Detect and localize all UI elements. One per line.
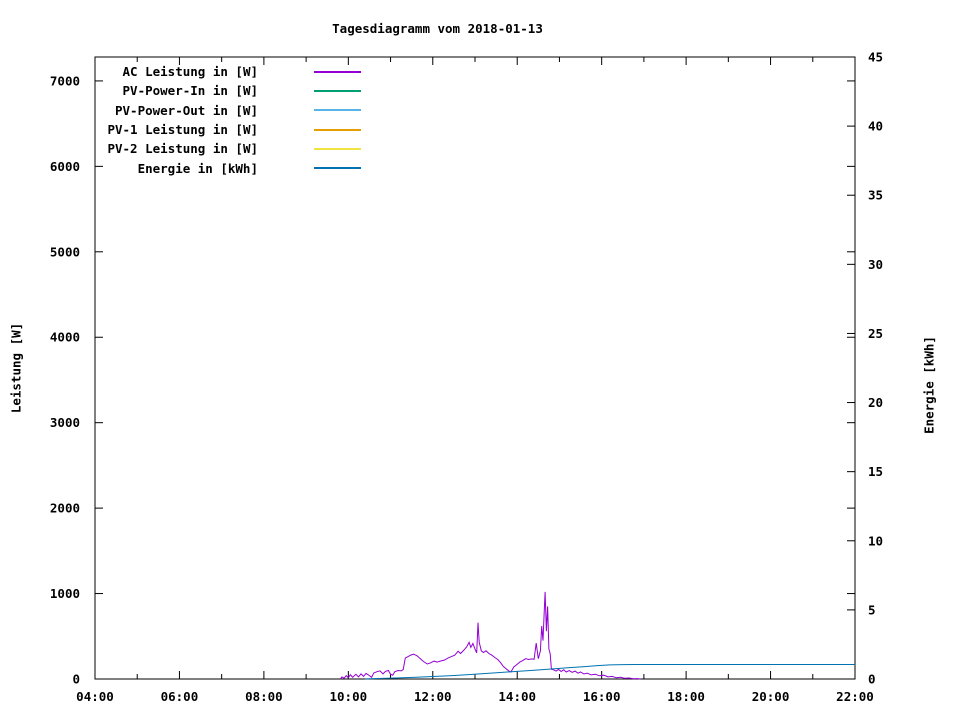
legend-label: PV-Power-Out in [W] (115, 102, 258, 118)
y1-tick-label: 4000 (50, 330, 80, 345)
x-tick-label: 20:00 (752, 689, 790, 704)
chart-title: Tagesdiagramm vom 2018-01-13 (332, 21, 543, 36)
legend-item: AC Leistung in [W] (96, 62, 361, 81)
y2-tick-label: 45 (868, 50, 883, 65)
legend-line-swatch (314, 147, 361, 150)
legend-label: PV-Power-In in [W] (122, 83, 258, 99)
y2-tick-label: 5 (868, 602, 876, 617)
y2-tick-label: 15 (868, 464, 883, 479)
y1-tick-label: 1000 (50, 586, 80, 601)
chart-legend: AC Leistung in [W] PV-Power-In in [W] PV-P… (96, 62, 361, 178)
legend-label: PV-1 Leistung in [W] (107, 122, 258, 138)
y2-tick-label: 40 (868, 119, 883, 134)
x-tick-label: 22:00 (836, 689, 874, 704)
legend-item: PV-Power-In in [W] (96, 81, 361, 100)
legend-line-swatch (314, 128, 361, 131)
x-tick-label: 16:00 (583, 689, 621, 704)
x-tick-label: 14:00 (498, 689, 536, 704)
legend-item: PV-2 Leistung in [W] (96, 139, 361, 158)
legend-line-swatch (314, 109, 361, 112)
y2-tick-label: 35 (868, 188, 883, 203)
y1-tick-label: 2000 (50, 501, 80, 516)
legend-line-swatch (314, 89, 361, 92)
x-tick-label: 06:00 (161, 689, 199, 704)
legend-item: Energie in [kWh] (96, 158, 361, 177)
y2-tick-label: 25 (868, 326, 883, 341)
legend-label: AC Leistung in [W] (122, 64, 258, 80)
legend-label: PV-2 Leistung in [W] (107, 141, 258, 157)
legend-line-swatch (314, 167, 361, 170)
x-tick-label: 10:00 (330, 689, 368, 704)
x-tick-label: 18:00 (667, 689, 705, 704)
y1-tick-label: 6000 (50, 159, 80, 174)
x-tick-label: 04:00 (76, 689, 114, 704)
y1-tick-label: 5000 (50, 244, 80, 259)
y1-tick-label: 3000 (50, 415, 80, 430)
y1-tick-label: 0 (72, 672, 80, 687)
x-tick-label: 08:00 (245, 689, 283, 704)
legend-line-swatch (314, 70, 361, 73)
y1-tick-label: 7000 (50, 73, 80, 88)
y2-tick-label: 10 (868, 533, 883, 548)
y2-tick-label: 30 (868, 257, 883, 272)
x-tick-label: 12:00 (414, 689, 452, 704)
y2-tick-label: 20 (868, 395, 883, 410)
y2-tick-label: 0 (868, 672, 876, 687)
legend-label: Energie in [kWh] (137, 160, 258, 176)
series-line-1 (339, 591, 641, 680)
legend-item: PV-1 Leistung in [W] (96, 120, 361, 139)
series-line-6 (365, 664, 855, 680)
legend-item: PV-Power-Out in [W] (96, 101, 361, 120)
